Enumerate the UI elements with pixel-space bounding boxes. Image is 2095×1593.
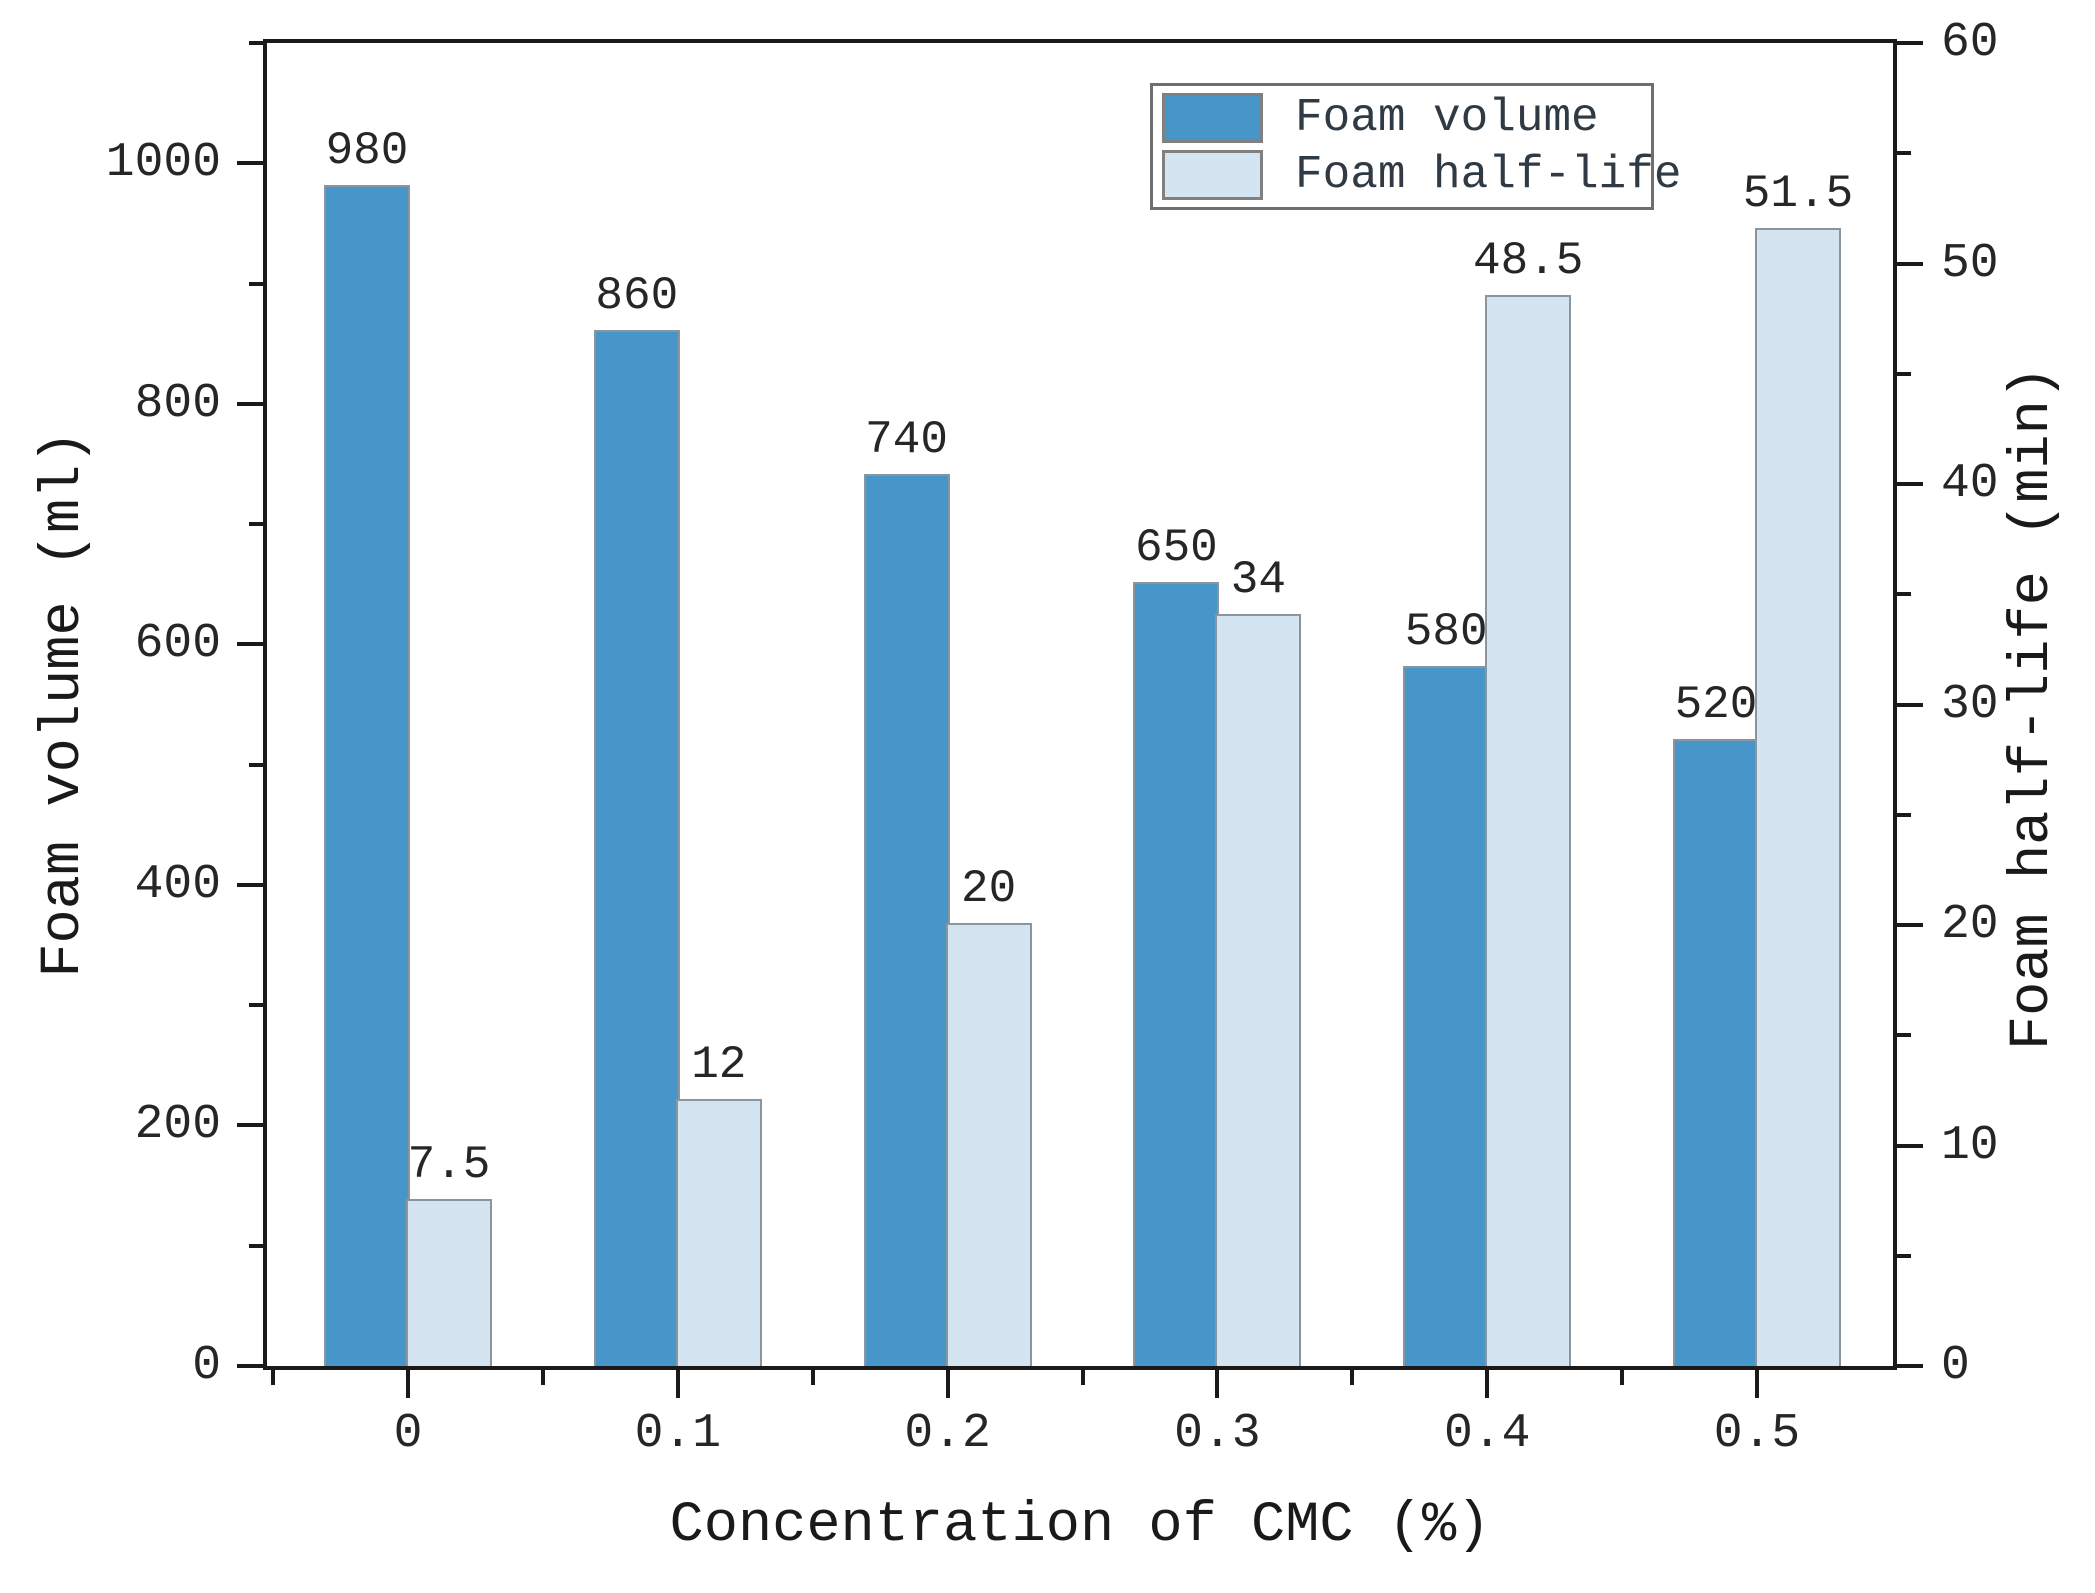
right-major-tick (1897, 261, 1923, 266)
bar-value-label: 51.5 (1742, 168, 1854, 221)
bar-foam-half-life (1485, 295, 1572, 1366)
bar-foam-half-life (945, 923, 1032, 1366)
right-axis-tick-label: 50 (1941, 236, 1999, 291)
left-major-tick (237, 882, 263, 887)
right-major-tick (1897, 482, 1923, 486)
left-major-tick (237, 1123, 263, 1128)
bar-value-label: 48.5 (1472, 234, 1584, 287)
left-axis-tick-label: 1000 (105, 136, 221, 191)
right-major-tick (1897, 1143, 1923, 1148)
x-minor-tick (271, 1370, 276, 1385)
bar-foam-volume (593, 330, 680, 1366)
bar-foam-volume (1133, 582, 1220, 1366)
legend-label-foam-half-life: Foam half-life (1295, 149, 1682, 201)
right-major-tick (1897, 41, 1923, 45)
left-axis-tick-label: 800 (134, 376, 221, 431)
x-minor-tick (1080, 1370, 1085, 1385)
left-major-tick (237, 401, 263, 406)
left-axis-tick-label: 600 (134, 617, 221, 672)
legend-label-foam-volume: Foam volume (1295, 92, 1599, 144)
left-minor-tick (249, 762, 263, 767)
left-axis-tick-label: 0 (192, 1339, 221, 1393)
right-minor-tick (1897, 151, 1911, 156)
right-axis-tick-label: 40 (1941, 457, 1999, 511)
bar-foam-half-life (1755, 228, 1841, 1366)
legend: Foam volume Foam half-life (1150, 83, 1681, 210)
x-axis-tick-label: 0 (393, 1407, 423, 1461)
bar-foam-volume (1403, 666, 1490, 1366)
right-minor-tick (1897, 812, 1911, 817)
left-axis-title: Foam volume (ml) (32, 430, 96, 978)
bar-foam-volume (863, 474, 950, 1366)
right-minor-tick (1897, 1253, 1911, 1258)
right-major-tick (1897, 923, 1923, 927)
bar-value-label: 650 (1134, 522, 1218, 575)
x-axis-tick-label: 0.5 (1713, 1407, 1801, 1461)
bar-value-label: 7.5 (407, 1138, 491, 1191)
bar-value-label: 580 (1404, 606, 1488, 659)
x-major-tick (945, 1370, 950, 1398)
left-major-tick (237, 161, 263, 166)
bar-value-label: 520 (1674, 678, 1758, 731)
plot-area: 0 200 400 600 800 1000 0 10 20 30 40 50 60 0 0.1 0.2 0.3… (106, 16, 1999, 1461)
x-axis-tick-label: 0.3 (1174, 1407, 1261, 1461)
x-major-tick (675, 1370, 680, 1398)
right-axis-tick-label: 20 (1941, 898, 1999, 952)
bar-value-label: 20 (960, 863, 1017, 915)
x-minor-tick (540, 1370, 545, 1385)
right-axis-tick-label: 0 (1941, 1339, 1970, 1393)
x-axis-tick-label: 0.2 (904, 1407, 991, 1461)
x-axis-tick-label: 0.1 (634, 1407, 721, 1461)
x-major-tick (1485, 1370, 1490, 1398)
x-major-tick (1215, 1370, 1220, 1398)
bar-foam-volume (324, 185, 410, 1366)
right-major-tick (1897, 702, 1923, 707)
bar-value-label: 740 (865, 413, 948, 466)
x-major-tick (406, 1370, 410, 1398)
legend-swatch-foam-volume-icon (1162, 93, 1263, 143)
left-axis-tick-label: 200 (134, 1098, 221, 1153)
bar-value-label: 860 (595, 269, 679, 322)
right-axis-title: Foam half-life (min) (2001, 365, 2065, 1051)
right-minor-tick (1897, 592, 1911, 597)
left-minor-tick (249, 1243, 263, 1248)
x-major-tick (1755, 1370, 1759, 1398)
legend-item-foam-volume: Foam volume (1162, 92, 1651, 144)
bar-value-label: 980 (325, 125, 409, 178)
right-minor-tick (1897, 371, 1911, 376)
right-axis-tick-label: 10 (1941, 1118, 1999, 1173)
legend-item-foam-half-life: Foam half-life (1162, 149, 1681, 201)
left-minor-tick (249, 41, 263, 45)
left-major-tick (237, 1364, 263, 1368)
right-axis-tick-label: 30 (1941, 677, 1999, 732)
right-minor-tick (1897, 1033, 1911, 1038)
bar-value-label: 34 (1230, 554, 1286, 607)
x-axis-title: Concentration of CMC (%) (669, 1494, 1491, 1558)
bar-foam-half-life (406, 1199, 492, 1366)
left-minor-tick (249, 1003, 263, 1008)
left-axis-tick-label: 400 (134, 857, 221, 912)
x-minor-tick (810, 1370, 815, 1385)
right-axis-tick-label: 60 (1941, 16, 1999, 70)
left-minor-tick (249, 281, 263, 286)
x-axis-tick-label: 0.4 (1443, 1407, 1531, 1461)
bar-foam-volume (1673, 739, 1759, 1366)
bar-foam-half-life (1215, 614, 1302, 1366)
bar-foam-half-life (675, 1099, 762, 1366)
right-major-tick (1897, 1364, 1923, 1368)
legend-swatch-foam-half-life-icon (1162, 150, 1263, 200)
x-minor-tick (1620, 1370, 1625, 1385)
x-minor-tick (1350, 1370, 1355, 1385)
left-minor-tick (249, 522, 263, 527)
bar-value-label: 12 (691, 1039, 747, 1092)
left-major-tick (237, 642, 263, 647)
